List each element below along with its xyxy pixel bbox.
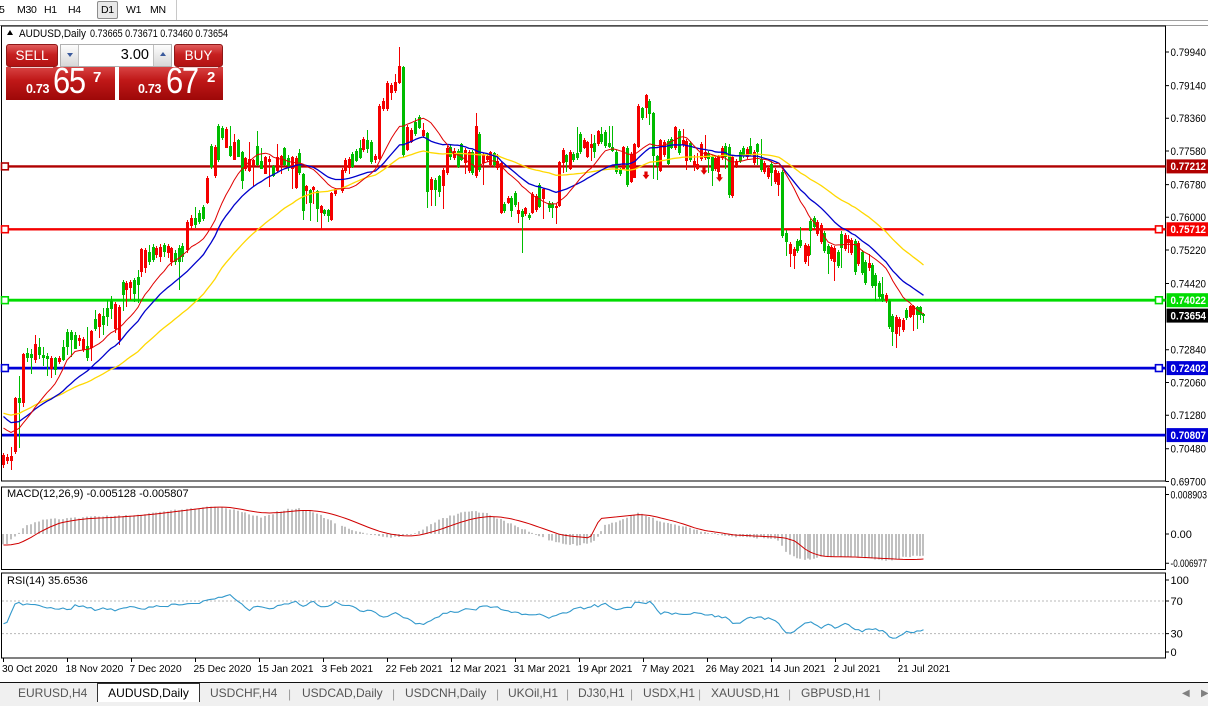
svg-text:0.74022: 0.74022: [1171, 295, 1207, 307]
svg-text:0.73665 0.73671 0.73460 0.7365: 0.73665 0.73671 0.73460 0.73654: [90, 28, 228, 40]
svg-text:12 Mar 2021: 12 Mar 2021: [450, 664, 508, 675]
svg-text:7 Dec 2020: 7 Dec 2020: [130, 664, 182, 675]
svg-text:0.72402: 0.72402: [1171, 363, 1207, 375]
svg-text:100: 100: [1171, 575, 1189, 587]
svg-text:25 Dec 2020: 25 Dec 2020: [194, 664, 252, 675]
svg-text:0.008903: 0.008903: [1171, 489, 1208, 501]
svg-text:0.76780: 0.76780: [1171, 179, 1207, 191]
svg-text:0.75712: 0.75712: [1171, 224, 1207, 236]
svg-text:31 Mar 2021: 31 Mar 2021: [514, 664, 572, 675]
svg-text:0.71280: 0.71280: [1171, 410, 1207, 422]
svg-text:14 Jun 2021: 14 Jun 2021: [770, 664, 826, 675]
svg-text:70: 70: [1171, 596, 1183, 608]
svg-text:0.70480: 0.70480: [1171, 444, 1207, 456]
svg-text:19 Apr 2021: 19 Apr 2021: [578, 664, 633, 675]
svg-text:0.78360: 0.78360: [1171, 113, 1207, 125]
svg-text:0.72060: 0.72060: [1171, 377, 1207, 389]
svg-text:30 Oct 2020: 30 Oct 2020: [2, 664, 58, 675]
svg-text:18 Nov 2020: 18 Nov 2020: [66, 664, 124, 675]
svg-text:0: 0: [1171, 647, 1177, 659]
svg-text:0.77212: 0.77212: [1171, 161, 1207, 173]
svg-text:15 Jan 2021: 15 Jan 2021: [258, 664, 314, 675]
svg-text:7 May 2021: 7 May 2021: [642, 664, 696, 675]
svg-text:2 Jul 2021: 2 Jul 2021: [834, 664, 881, 675]
svg-text:26 May 2021: 26 May 2021: [706, 664, 765, 675]
svg-text:22 Feb 2021: 22 Feb 2021: [386, 664, 444, 675]
svg-text:21 Jul 2021: 21 Jul 2021: [898, 664, 951, 675]
svg-text:0.69700: 0.69700: [1171, 476, 1207, 488]
svg-text:3 Feb 2021: 3 Feb 2021: [322, 664, 374, 675]
svg-text:0.75220: 0.75220: [1171, 245, 1207, 257]
svg-text:0.73654: 0.73654: [1171, 310, 1207, 322]
svg-text:0.79940: 0.79940: [1171, 47, 1207, 59]
svg-text:30: 30: [1171, 628, 1183, 640]
svg-text:AUDUSD,Daily: AUDUSD,Daily: [19, 28, 86, 40]
svg-text:RSI(14) 35.6536: RSI(14) 35.6536: [7, 575, 88, 587]
svg-text:MACD(12,26,9) -0.005128 -0.005: MACD(12,26,9) -0.005128 -0.005807: [7, 488, 189, 500]
svg-text:0.72840: 0.72840: [1171, 345, 1207, 357]
svg-text:0.77580: 0.77580: [1171, 146, 1207, 158]
svg-text:0.79140: 0.79140: [1171, 80, 1207, 92]
svg-text:-0.006977: -0.006977: [1171, 558, 1208, 570]
svg-text:0.74420: 0.74420: [1171, 278, 1207, 290]
svg-text:0.70807: 0.70807: [1171, 430, 1207, 442]
svg-text:0.00: 0.00: [1171, 529, 1192, 541]
